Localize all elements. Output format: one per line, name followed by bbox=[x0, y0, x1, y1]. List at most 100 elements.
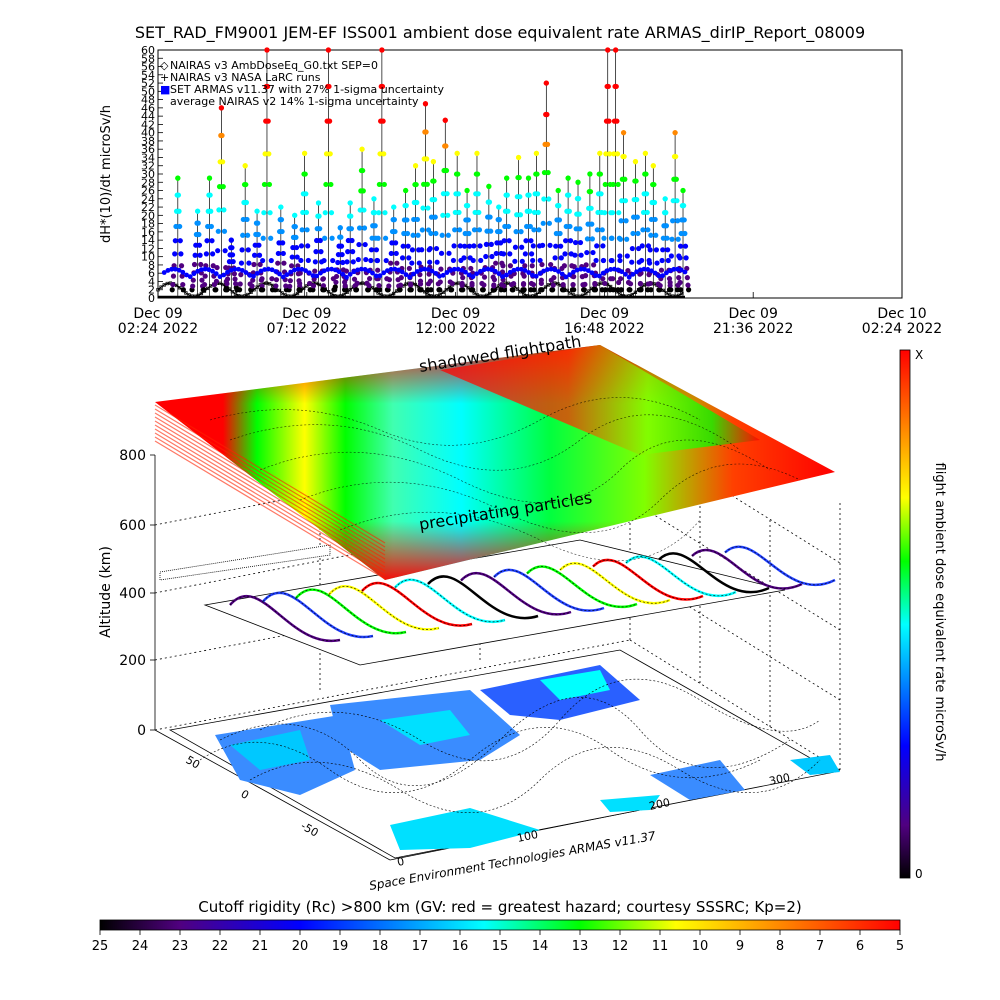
slab-stripe bbox=[154, 424, 386, 564]
armas-point bbox=[196, 231, 202, 238]
armas-low-point bbox=[492, 268, 498, 274]
armas-point bbox=[342, 283, 348, 289]
armas-point bbox=[567, 223, 573, 230]
armas-point bbox=[448, 287, 455, 293]
armas-point bbox=[388, 250, 394, 257]
armas-point bbox=[403, 187, 409, 194]
armas-point bbox=[683, 255, 689, 261]
nairas-diamond bbox=[295, 291, 300, 296]
armas-point bbox=[648, 216, 655, 223]
armas-point bbox=[498, 287, 504, 293]
armas-point bbox=[401, 230, 407, 237]
armas-point bbox=[505, 208, 511, 214]
armas-peak bbox=[169, 175, 186, 296]
armas-point bbox=[519, 244, 525, 250]
z-tick-label-600: 600 bbox=[119, 518, 146, 534]
armas-point bbox=[428, 214, 435, 220]
armas-point bbox=[430, 159, 436, 165]
armas-point bbox=[657, 282, 663, 289]
armas-point bbox=[169, 287, 175, 293]
armas-point bbox=[491, 283, 497, 289]
armas-point bbox=[357, 207, 363, 213]
y-tick-label: 20 bbox=[141, 209, 155, 222]
armas-point bbox=[209, 238, 215, 244]
armas-point bbox=[250, 270, 256, 276]
armas-point bbox=[432, 214, 438, 220]
armas-point bbox=[646, 260, 653, 266]
nairas-diamond bbox=[546, 283, 551, 287]
armas-point bbox=[680, 187, 686, 194]
orbit-track-outline bbox=[493, 569, 605, 611]
armas-point bbox=[386, 277, 393, 283]
armas-point bbox=[685, 282, 691, 288]
armas-point bbox=[323, 151, 330, 157]
armas-point bbox=[440, 212, 446, 218]
armas-low-point bbox=[388, 266, 394, 272]
armas-point bbox=[438, 266, 444, 272]
nairas-diamond bbox=[159, 285, 163, 289]
armas-point bbox=[614, 118, 620, 124]
armas-point bbox=[581, 287, 587, 293]
armas-point bbox=[381, 181, 387, 188]
y-tick-label-50: 50 bbox=[184, 753, 203, 771]
armas-point bbox=[471, 243, 477, 249]
armas-peak bbox=[674, 187, 692, 296]
armas-point bbox=[609, 210, 616, 216]
x-tick-label-time: 02:24 2022 bbox=[862, 321, 942, 337]
armas-point bbox=[555, 187, 561, 194]
armas-point bbox=[677, 255, 683, 261]
armas-point bbox=[597, 171, 604, 177]
armas-peak bbox=[559, 175, 577, 296]
armas-point bbox=[372, 223, 378, 229]
armas-point bbox=[632, 159, 639, 165]
armas-point bbox=[351, 276, 358, 282]
armas-point bbox=[180, 287, 186, 293]
armas-point bbox=[443, 167, 450, 174]
y-tick-label: 58 bbox=[141, 52, 155, 65]
armas-low-point bbox=[637, 267, 643, 273]
z-axis-label: Altitude (km) bbox=[98, 546, 114, 638]
armas-point bbox=[514, 212, 520, 218]
armas-point bbox=[261, 210, 267, 216]
armas-point bbox=[219, 132, 225, 139]
orbit-track-outline bbox=[460, 572, 572, 615]
armas-low-point bbox=[191, 271, 197, 277]
armas-point bbox=[531, 227, 537, 233]
colorbar-tick-label: 18 bbox=[372, 939, 389, 954]
armas-low-point bbox=[165, 268, 171, 273]
armas-point bbox=[279, 228, 285, 235]
armas-low-point bbox=[500, 274, 506, 280]
armas-point bbox=[630, 230, 636, 237]
armas-point bbox=[374, 257, 381, 264]
armas-point bbox=[257, 261, 263, 268]
armas-low-point bbox=[258, 268, 264, 274]
armas-point bbox=[486, 199, 493, 205]
armas-low-point bbox=[496, 271, 502, 277]
armas-point bbox=[673, 176, 679, 182]
armas-point bbox=[625, 268, 631, 274]
armas-point bbox=[213, 278, 220, 284]
colorbar-tick-label: 20 bbox=[292, 939, 309, 954]
armas-point bbox=[233, 281, 239, 287]
armas-point bbox=[517, 212, 524, 218]
armas-point bbox=[267, 210, 273, 216]
armas-point bbox=[666, 287, 673, 293]
armas-point bbox=[666, 276, 673, 282]
armas-point bbox=[589, 236, 595, 242]
armas-point bbox=[260, 257, 266, 264]
armas-point bbox=[269, 276, 275, 282]
armas-low-point bbox=[314, 273, 320, 279]
armas-point bbox=[359, 146, 365, 152]
armas-point bbox=[527, 208, 533, 214]
armas-point bbox=[414, 199, 420, 206]
page-title: SET_RAD_FM9001 JEM-EF ISS001 ambient dos… bbox=[135, 23, 865, 43]
armas-point bbox=[327, 118, 333, 124]
armas-point bbox=[278, 204, 284, 210]
armas-point bbox=[502, 223, 508, 230]
armas-point bbox=[669, 236, 675, 242]
armas-point bbox=[635, 230, 641, 237]
armas-low-point bbox=[615, 267, 621, 273]
colorbar-tick-label: 15 bbox=[492, 939, 509, 954]
armas-point bbox=[180, 281, 186, 288]
nairas-diamond bbox=[360, 281, 365, 285]
